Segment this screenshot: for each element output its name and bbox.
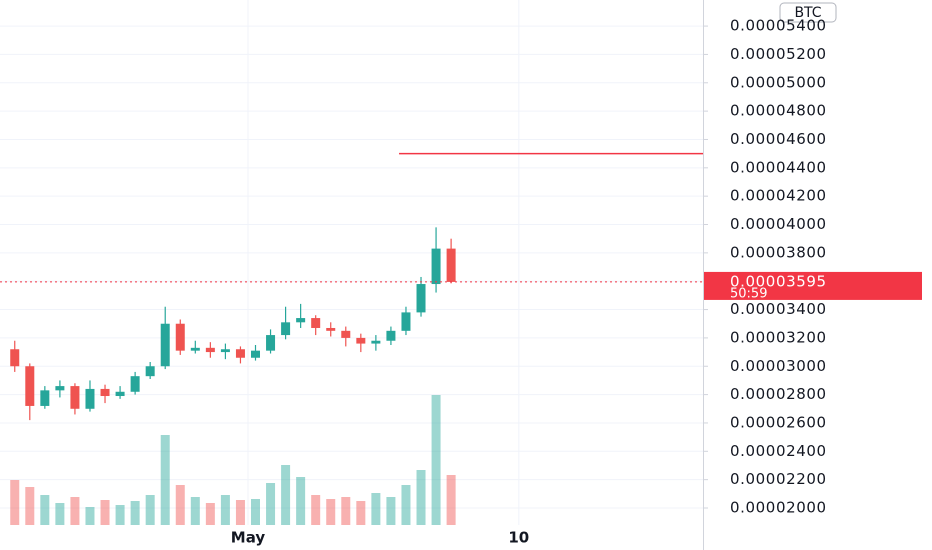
volume-bar [190,497,200,525]
candle-body [401,312,411,331]
volume-bar [205,503,215,525]
candle-body [70,386,80,409]
volume-bar [266,483,276,525]
candle-body [130,376,140,392]
candle-body [160,323,170,367]
volume-bar [115,505,125,525]
grid [0,0,703,525]
candle-body [175,323,185,351]
candle-body [356,337,366,344]
candle-body [311,318,321,328]
currency-label: BTC [794,5,821,21]
volume-bar [296,477,306,525]
y-tick-label: 0.00004400 [730,158,827,176]
candle-body [326,327,336,331]
volume-bar [371,493,381,525]
y-tick-label: 0.00002000 [730,498,827,516]
volume-bar [401,485,411,525]
volume-bar [40,495,50,525]
candle-body [100,388,110,397]
y-tick-label: 0.00004200 [730,187,827,205]
volume-bar [10,480,20,525]
y-tick-label: 0.00002600 [730,413,827,431]
volume-bar [130,501,140,525]
candle-body [266,335,276,351]
volume-bar [386,497,396,525]
y-tick-label: 0.00003800 [730,243,827,261]
volume-bar [220,495,230,525]
y-tick-label: 0.00004800 [730,102,827,120]
y-tick-label: 0.00002400 [730,442,827,460]
volume-bar [160,435,170,525]
candle-body [416,284,426,313]
y-tick-label: 0.00002800 [730,385,827,403]
y-tick-label: 0.00005200 [730,45,827,63]
y-tick-label: 0.00003400 [730,300,827,318]
countdown: 50:59 [730,286,767,301]
x-tick-label: 10 [508,529,529,547]
volume-bar [311,495,321,525]
volume-bar [281,465,291,525]
candle-body [371,340,381,344]
volume-bar [446,475,456,525]
y-tick-label: 0.00004600 [730,130,827,148]
candle-body [10,349,20,367]
volume-bar [175,485,185,525]
candle-body [250,350,260,358]
y-tick-label: 0.00003000 [730,357,827,375]
candle-body [85,388,95,409]
candle-body [190,347,200,351]
volume-bar [431,395,441,525]
candle-body [115,391,125,397]
y-tick-label: 0.00005000 [730,73,827,91]
candle-body [55,386,65,391]
y-tick-label: 0.00004000 [730,215,827,233]
volume-bar [55,503,65,525]
candle-body [145,366,155,377]
y-tick-label: 0.00005400 [730,17,827,35]
candle-body [25,366,35,406]
currency-badge[interactable] [779,2,837,23]
candle-body [235,349,245,358]
last-price-badge [704,271,922,300]
volume-bar [100,500,110,525]
last-price-label: 0.00003595 [730,272,827,290]
candle-body [281,322,291,336]
volume-bar [416,470,426,525]
candle-body [431,248,441,285]
candle-body [446,248,456,282]
volume-bar [356,501,366,525]
volume-bar [25,487,35,525]
candle-body [40,390,50,406]
volume-bar [326,499,336,525]
candle-body [220,349,230,353]
candle-body [341,330,351,338]
y-tick-label: 0.00003200 [730,328,827,346]
volume-bar [70,497,80,525]
y-tick-label: 0.00002200 [730,470,827,488]
candle-body [296,318,306,323]
volume-bar [250,499,260,525]
candle-body [386,330,396,341]
candle-body [205,347,215,353]
volume-bar [235,500,245,525]
x-tick-label: May [231,529,266,547]
volume-bar [341,497,351,525]
volume-bar [85,507,95,525]
volume-bar [145,495,155,525]
